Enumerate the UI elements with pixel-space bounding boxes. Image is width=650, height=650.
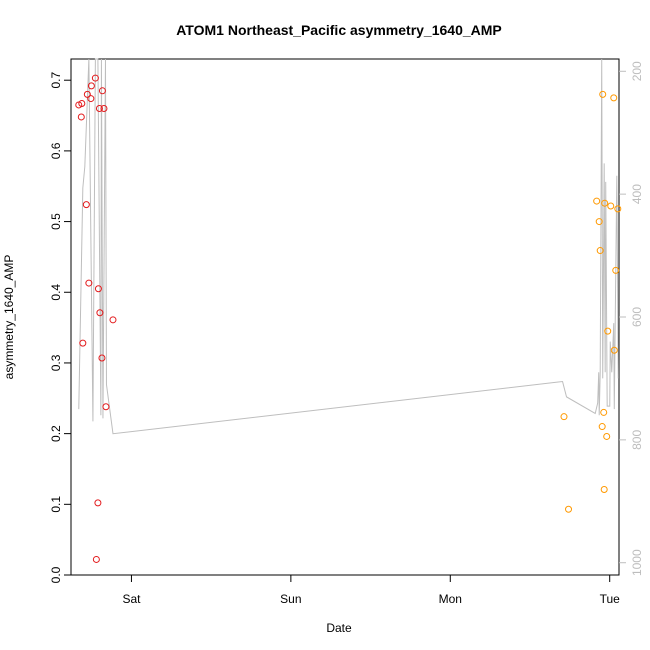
- data-point-red-10: [92, 555, 100, 563]
- data-point-red-2: [78, 100, 86, 108]
- data-point-red-14: [96, 309, 104, 317]
- data-point-red-12: [94, 285, 102, 293]
- y-axis-left: 0.0 0.1 0.2 0.3 0.4 0.5 0.6 0.7: [49, 72, 71, 583]
- data-point-orange-7: [600, 408, 608, 416]
- data-point-red-1: [77, 113, 85, 121]
- data-point-orange-1: [565, 505, 573, 513]
- x-tick-label: Sat: [122, 592, 141, 606]
- data-point-orange-5: [598, 423, 606, 431]
- data-point-orange-13: [610, 94, 618, 102]
- y2-tick-label: 800: [630, 430, 644, 450]
- depth-line-series: [78, 58, 619, 435]
- data-point-red-8: [87, 82, 95, 90]
- y-axis-label: asymmetry_1640_AMP: [2, 255, 16, 380]
- data-point-orange-2: [593, 197, 601, 205]
- data-point-red-7: [87, 95, 95, 103]
- data-point-red-15: [98, 354, 106, 362]
- chart-title: ATOM1 Northeast_Pacific asymmetry_1640_A…: [176, 22, 502, 38]
- y2-tick-label: 1000: [630, 549, 644, 576]
- data-point-orange-0: [560, 413, 568, 421]
- data-point-orange-15: [612, 266, 620, 274]
- y-tick-label: 0.4: [49, 284, 63, 301]
- y-tick-label: 0.3: [49, 354, 63, 371]
- plot-frame: [70, 58, 620, 576]
- y2-tick-label: 400: [630, 184, 644, 204]
- data-point-red-16: [98, 87, 106, 95]
- data-point-red-11: [94, 499, 102, 507]
- data-point-orange-16: [614, 205, 622, 213]
- y-tick-label: 0.6: [49, 142, 63, 159]
- data-point-orange-6: [599, 90, 607, 98]
- x-axis-label: Date: [326, 621, 352, 635]
- data-point-red-6: [85, 279, 93, 287]
- data-point-orange-4: [596, 247, 604, 255]
- depth-line: [78, 58, 619, 435]
- y-tick-label: 0.7: [49, 72, 63, 89]
- data-point-orange-14: [610, 346, 618, 354]
- data-point-red-13: [95, 104, 103, 112]
- data-point-orange-10: [603, 432, 611, 440]
- data-point-red-17: [100, 104, 108, 112]
- data-point-orange-3: [595, 218, 603, 226]
- y2-tick-label: 200: [630, 61, 644, 81]
- data-point-orange-9: [601, 199, 609, 207]
- y-tick-label: 0.2: [49, 425, 63, 442]
- x-tick-label: Tue: [600, 592, 621, 606]
- y-axis-right: 200 400 600 800 1000: [619, 61, 644, 576]
- y-tick-label: 0.0: [49, 566, 63, 583]
- data-point-orange-12: [607, 202, 615, 210]
- data-point-red-4: [82, 201, 90, 209]
- data-point-red-19: [109, 316, 117, 324]
- y-tick-label: 0.5: [49, 213, 63, 230]
- data-point-red-5: [83, 90, 91, 98]
- data-point-red-9: [91, 74, 99, 82]
- data-point-orange-11: [604, 327, 612, 335]
- y2-tick-label: 600: [630, 307, 644, 327]
- x-tick-label: Mon: [439, 592, 462, 606]
- scatter-points: [75, 74, 622, 563]
- x-axis: Sat Sun Mon Tue: [122, 575, 620, 606]
- data-point-orange-8: [600, 485, 608, 493]
- x-tick-label: Sun: [280, 592, 301, 606]
- data-point-red-3: [79, 339, 87, 347]
- data-point-red-18: [102, 403, 110, 411]
- y-tick-label: 0.1: [49, 496, 63, 513]
